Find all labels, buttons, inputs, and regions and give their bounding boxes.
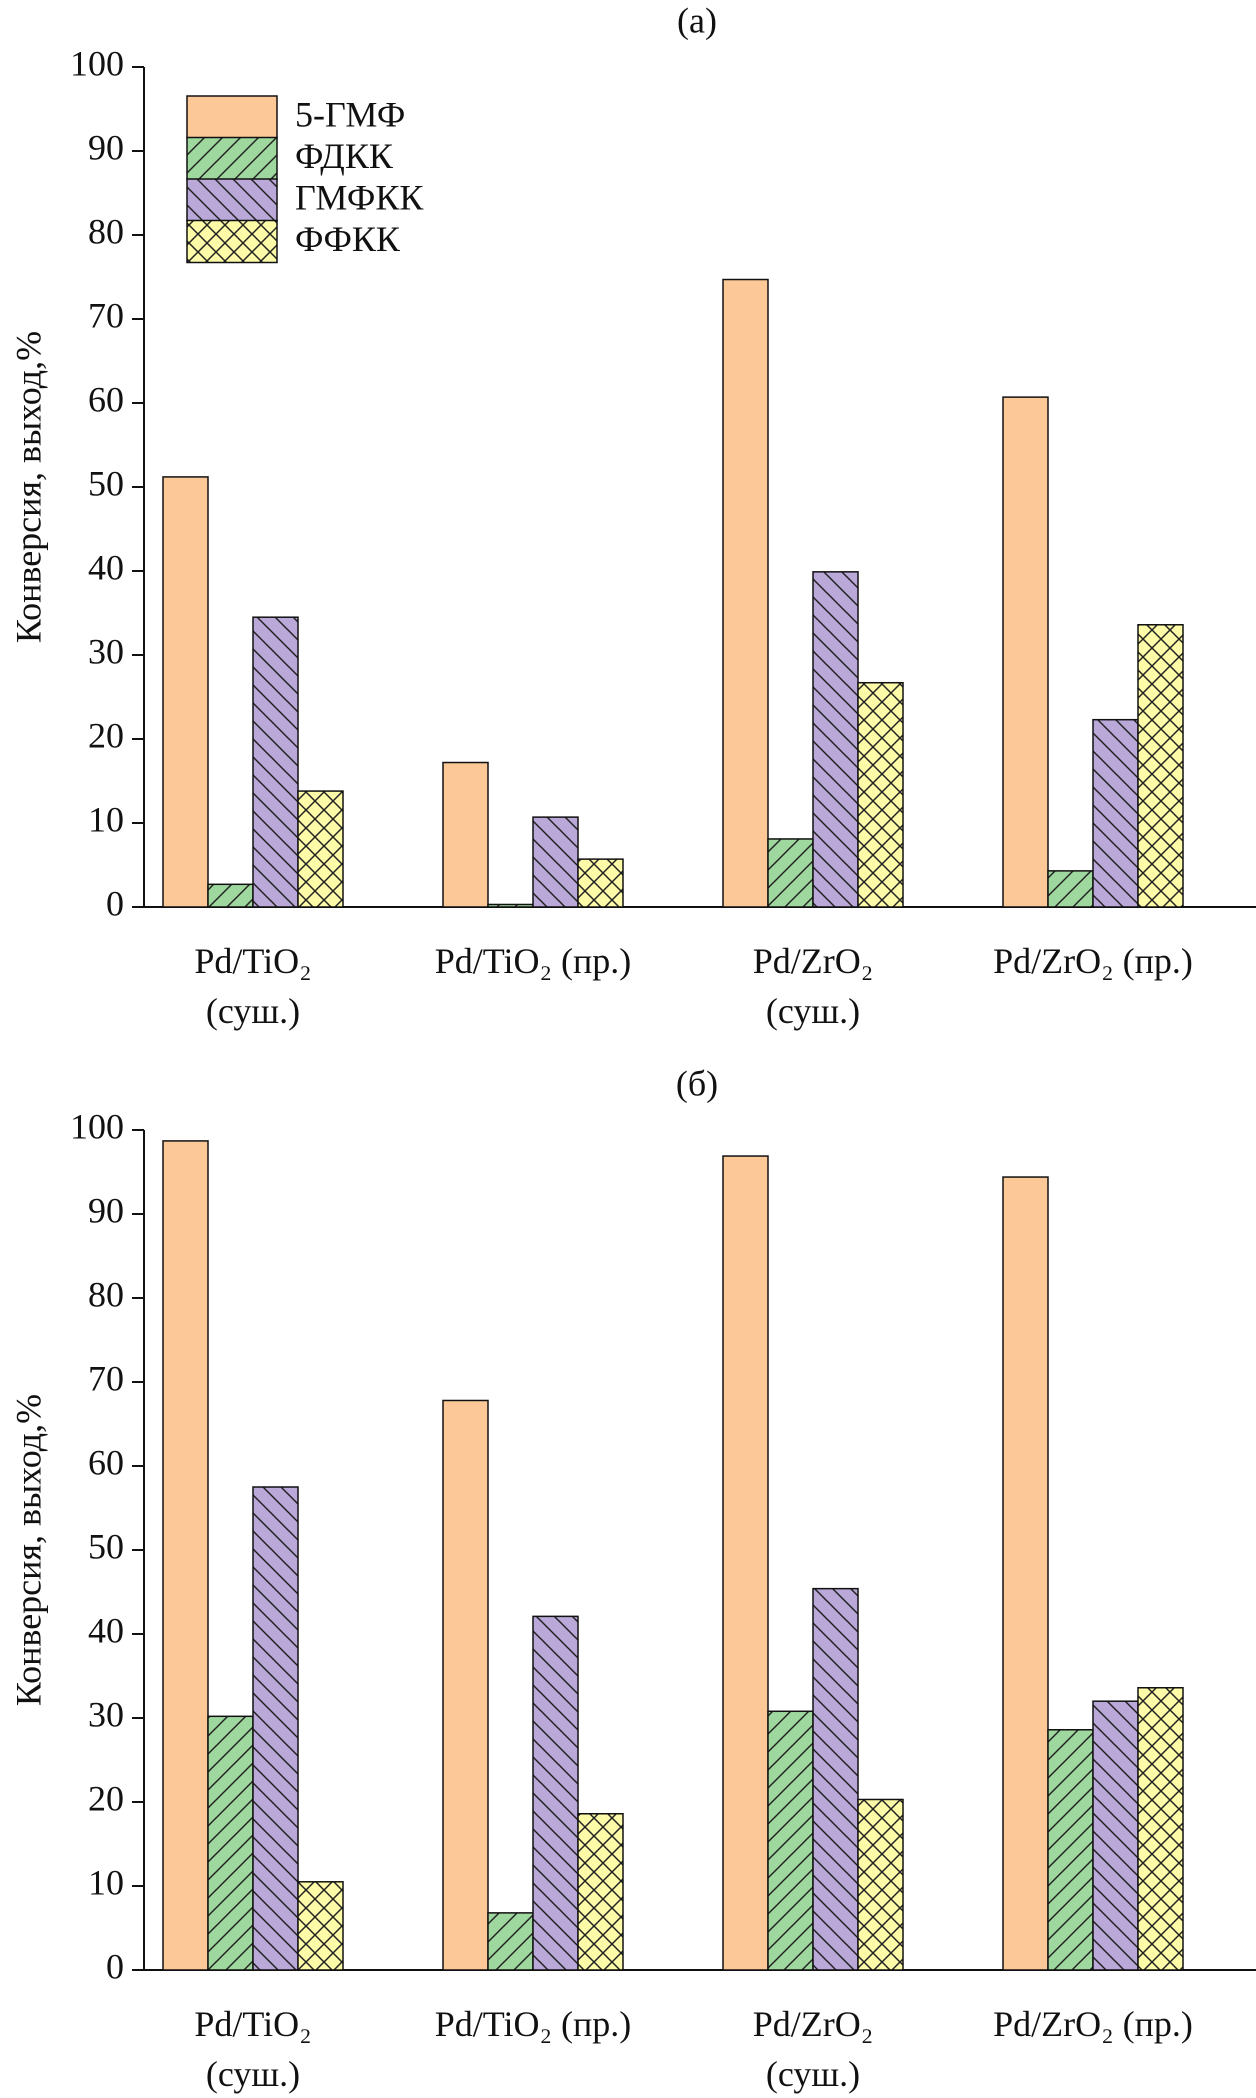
bar	[1137, 1687, 1184, 1971]
bar	[487, 1912, 534, 1971]
bar	[1002, 396, 1049, 908]
bar	[162, 1140, 209, 1971]
bar	[252, 616, 299, 908]
bar	[1092, 718, 1139, 908]
bar	[812, 1587, 859, 1971]
bar	[577, 858, 624, 908]
y-axis-label: Конверсия, выход,%	[8, 331, 48, 643]
bar	[442, 1399, 489, 1971]
bar	[812, 571, 859, 908]
bar	[532, 816, 579, 908]
y-tick-label: 50	[88, 463, 124, 503]
y-axis-label: Конверсия, выход,%	[8, 1394, 48, 1706]
legend-label: 5-ГМФ	[295, 94, 405, 134]
bar	[577, 1813, 624, 1971]
x-tick-label: Pd/TiO₂ (пр.)	[434, 2004, 632, 2044]
bar	[252, 1486, 299, 1971]
y-tick-label: 20	[88, 1778, 124, 1818]
bar	[1137, 624, 1184, 908]
bar	[722, 278, 769, 908]
y-tick-label: 40	[88, 547, 124, 587]
bar	[487, 903, 534, 908]
bar	[297, 790, 344, 908]
x-tick-label: Pd/TiO₂ (суш.)	[194, 941, 312, 1031]
y-tick-label: 80	[88, 1274, 124, 1314]
legend-label: ГМФКК	[295, 177, 424, 217]
y-tick-label: 100	[70, 1106, 124, 1146]
chart-title: (б)	[676, 1063, 718, 1103]
y-tick-label: 70	[88, 1358, 124, 1398]
legend-swatch	[186, 219, 278, 264]
bar	[767, 1710, 814, 1971]
legend-swatch	[186, 178, 278, 222]
x-tick-label: Pd/ZrO₂ (пр.)	[993, 2004, 1193, 2044]
x-tick-label: Pd/ZrO₂ (суш.)	[752, 941, 874, 1031]
legend-swatch	[186, 136, 278, 181]
y-tick-label: 40	[88, 1610, 124, 1650]
bar	[1047, 1729, 1094, 1971]
x-tick-label: Pd/TiO₂ (суш.)	[194, 2004, 312, 2094]
y-tick-label: 60	[88, 1442, 124, 1482]
chart-title: (а)	[677, 0, 717, 40]
bar	[1002, 1176, 1049, 1971]
bar	[1092, 1700, 1139, 1971]
y-tick-label: 100	[70, 43, 124, 83]
bar	[207, 883, 254, 908]
y-tick-label: 0	[106, 1946, 124, 1986]
y-tick-label: 60	[88, 379, 124, 419]
bar	[1047, 870, 1094, 908]
y-tick-label: 30	[88, 1694, 124, 1734]
bar	[857, 1798, 904, 1971]
bar	[722, 1155, 769, 1971]
legend-label: ФДКК	[295, 136, 394, 176]
bar	[532, 1615, 579, 1971]
y-tick-label: 70	[88, 295, 124, 335]
y-tick-label: 90	[88, 1190, 124, 1230]
y-tick-label: 10	[88, 1862, 124, 1902]
y-tick-label: 90	[88, 127, 124, 167]
y-tick-label: 10	[88, 799, 124, 839]
bar	[207, 1715, 254, 1971]
y-tick-label: 80	[88, 211, 124, 251]
y-tick-label: 20	[88, 715, 124, 755]
bar	[442, 761, 489, 908]
x-tick-label: Pd/ZrO₂ (суш.)	[752, 2004, 874, 2094]
x-tick-label: Pd/ZrO₂ (пр.)	[993, 941, 1193, 981]
x-tick-label: Pd/TiO₂ (пр.)	[434, 941, 632, 981]
legend-label: ФФКК	[295, 219, 401, 259]
bar	[857, 681, 904, 908]
y-tick-label: 50	[88, 1526, 124, 1566]
bar	[162, 476, 209, 908]
bar	[297, 1881, 344, 1971]
y-tick-label: 0	[106, 883, 124, 923]
y-tick-label: 30	[88, 631, 124, 671]
bar	[767, 838, 814, 908]
legend-swatch	[186, 95, 278, 139]
